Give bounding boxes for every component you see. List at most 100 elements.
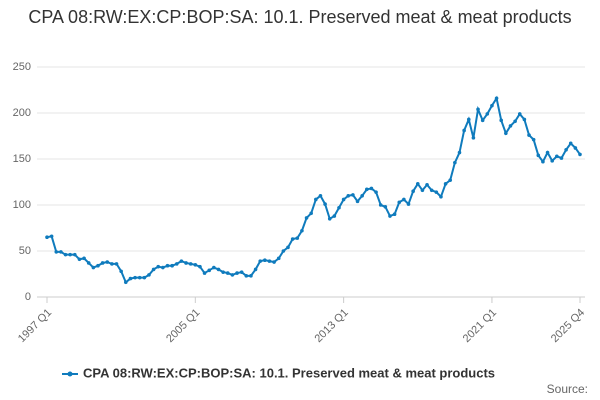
- data-point: [490, 103, 494, 108]
- source: Source:: [547, 382, 588, 396]
- data-point: [323, 202, 327, 206]
- data-point: [272, 260, 276, 264]
- data-point: [425, 182, 429, 187]
- data-point: [82, 256, 86, 261]
- data-point: [415, 182, 420, 186]
- data-point: [59, 250, 63, 254]
- legend-marker: [67, 371, 73, 377]
- data-point: [504, 131, 508, 136]
- data-point: [388, 214, 392, 218]
- data-point: [346, 194, 351, 198]
- data-point: [453, 160, 457, 165]
- data-point: [281, 249, 286, 253]
- data-point: [522, 117, 527, 122]
- x-tick-label: 2021 Q1: [461, 307, 499, 345]
- data-point: [559, 156, 564, 160]
- data-point: [45, 235, 49, 239]
- data-point: [73, 252, 77, 257]
- data-point: [230, 273, 235, 277]
- x-tick-label: 2013 Q1: [312, 307, 350, 345]
- data-point: [448, 178, 453, 182]
- data-point: [68, 252, 72, 257]
- data-point: [327, 217, 332, 221]
- data-point: [161, 265, 165, 270]
- data-point: [249, 274, 253, 278]
- data-point: [137, 275, 142, 280]
- data-point: [365, 187, 369, 192]
- data-point: [225, 271, 230, 275]
- data-point: [258, 259, 263, 263]
- data-point: [439, 194, 443, 199]
- data-point: [295, 236, 300, 240]
- y-tick-label: 0: [25, 291, 31, 303]
- data-point: [485, 112, 490, 116]
- data-point: [202, 271, 207, 275]
- data-point: [443, 182, 448, 186]
- data-point: [128, 276, 133, 281]
- data-point: [573, 146, 578, 150]
- data-point: [100, 261, 105, 265]
- data-point: [96, 263, 100, 268]
- data-point: [531, 137, 536, 142]
- data-point: [541, 159, 545, 164]
- data-point: [355, 199, 360, 204]
- data-point: [550, 159, 554, 163]
- data-point: [119, 269, 123, 274]
- data-point: [420, 188, 425, 193]
- data-point: [133, 275, 137, 280]
- x-tick-label: 1997 Q1: [16, 307, 54, 345]
- data-point: [165, 263, 170, 268]
- data-point: [378, 203, 383, 207]
- data-point: [351, 193, 355, 197]
- data-point: [179, 259, 184, 263]
- data-point: [77, 257, 82, 262]
- data-point: [471, 136, 476, 140]
- data-point: [174, 262, 179, 266]
- data-point: [110, 262, 114, 266]
- data-point: [114, 262, 119, 266]
- data-point: [360, 194, 364, 198]
- data-point: [239, 270, 244, 274]
- data-point: [212, 265, 216, 270]
- data-point: [63, 252, 68, 257]
- data-point: [207, 268, 212, 273]
- x-tick-label: 2005 Q1: [164, 307, 202, 345]
- data-point: [263, 258, 267, 263]
- data-point: [392, 212, 397, 216]
- y-tick-label: 150: [13, 153, 31, 165]
- data-point: [156, 264, 161, 269]
- data-point: [466, 117, 471, 122]
- data-point: [457, 150, 462, 155]
- data-point: [369, 186, 374, 191]
- data-point: [476, 107, 480, 112]
- data-point: [142, 275, 147, 280]
- data-point: [406, 202, 411, 206]
- data-point: [91, 265, 96, 270]
- data-point: [545, 150, 550, 155]
- data-point: [253, 267, 258, 272]
- data-point: [235, 271, 239, 275]
- data-point: [555, 154, 559, 159]
- data-point: [383, 205, 388, 209]
- y-tick-label: 50: [19, 245, 31, 257]
- data-point: [216, 267, 221, 272]
- data-point: [54, 250, 59, 254]
- data-point: [318, 194, 323, 198]
- data-point: [304, 216, 309, 220]
- data-point: [314, 197, 318, 202]
- data-point: [105, 260, 110, 264]
- data-point: [429, 188, 434, 193]
- data-point: [337, 205, 341, 210]
- data-point: [151, 267, 156, 272]
- data-point: [123, 280, 128, 285]
- data-point: [434, 190, 439, 194]
- data-point: [564, 148, 568, 152]
- data-point: [221, 270, 225, 274]
- data-point: [170, 263, 174, 268]
- data-point: [341, 197, 346, 202]
- data-point: [267, 259, 272, 263]
- data-point: [184, 261, 188, 265]
- y-tick-label: 100: [13, 199, 31, 211]
- data-point: [397, 200, 402, 205]
- x-tick-label: 2025 Q4: [549, 307, 587, 345]
